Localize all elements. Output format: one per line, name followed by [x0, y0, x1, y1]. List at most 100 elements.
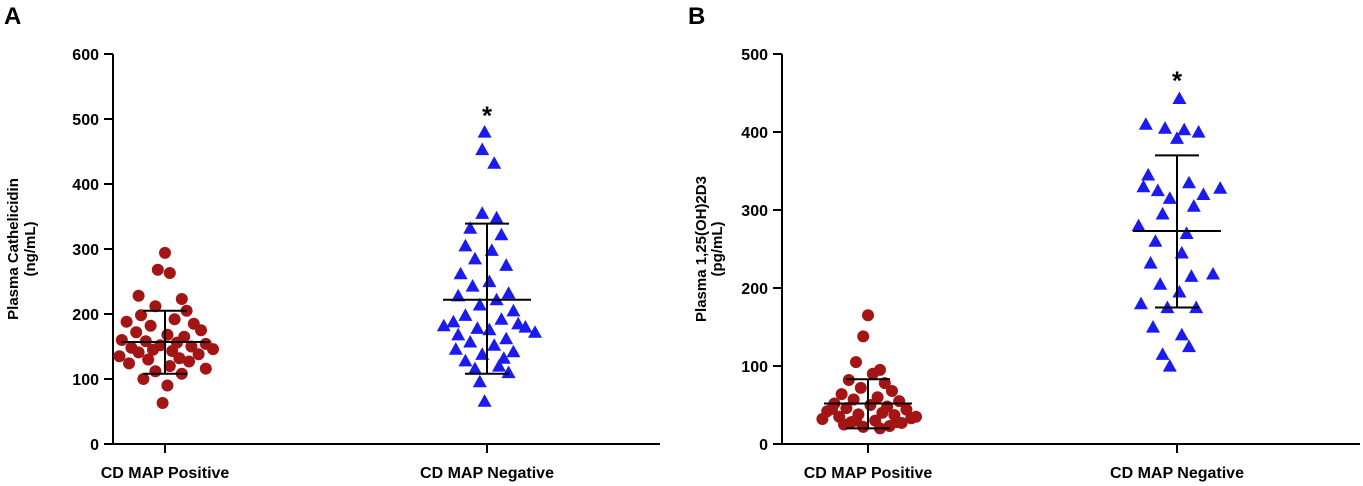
- data-point: [506, 344, 521, 358]
- data-point: [475, 347, 490, 360]
- data-point: [199, 362, 212, 375]
- y-axis-unit-label: (pg/mL): [709, 222, 726, 277]
- data-point: [123, 357, 135, 370]
- data-point: [207, 343, 219, 356]
- data-point: [458, 353, 473, 367]
- data-point: [494, 227, 509, 241]
- data-point: [113, 350, 126, 363]
- data-point: [501, 286, 516, 299]
- y-axis-label: Plasma Cathelicidin: [5, 178, 22, 320]
- data-point: [1158, 121, 1172, 134]
- data-point: [864, 399, 877, 411]
- data-point: [484, 243, 499, 256]
- data-point: [482, 322, 497, 336]
- data-point: [1146, 320, 1160, 333]
- y-tick-label: 300: [741, 203, 768, 220]
- data-point: [1138, 117, 1153, 130]
- data-point: [477, 394, 492, 407]
- data-point: [857, 330, 870, 343]
- data-point: [871, 391, 884, 404]
- x-tick-label: CD MAP Positive: [804, 465, 933, 482]
- data-point: [463, 334, 478, 348]
- data-point: [1155, 347, 1170, 360]
- data-point: [1184, 269, 1199, 282]
- data-point: [451, 327, 466, 341]
- data-point: [458, 308, 473, 321]
- data-point: [1170, 131, 1184, 144]
- y-tick-label: 0: [90, 437, 99, 454]
- x-tick-label: CD MAP Negative: [420, 465, 554, 482]
- data-point: [487, 338, 502, 351]
- data-point: [489, 210, 504, 224]
- data-point: [195, 324, 207, 337]
- y-axis-label: Plasma 1,25(OH)2D3: [693, 176, 710, 322]
- x-tick-label: CD MAP Negative: [1110, 465, 1244, 482]
- data-point: [468, 361, 482, 375]
- data-point: [446, 314, 461, 328]
- data-point: [866, 367, 879, 380]
- data-point: [453, 266, 468, 280]
- y-tick-label: 600: [72, 47, 99, 64]
- data-point: [850, 414, 862, 427]
- data-point: [175, 293, 188, 306]
- series-cd-map-positive: [816, 309, 922, 435]
- data-point: [1191, 125, 1206, 138]
- chart-panel-a: A 0 100 200 300 400 500 600 Plasma Cathelicidin(…: [4, 3, 660, 482]
- data-point: [149, 365, 162, 378]
- series-cd-map-negative: [436, 125, 542, 407]
- y-tick-label: 200: [72, 307, 99, 324]
- y-tick-label: 200: [741, 281, 768, 298]
- y-tick-label: 300: [72, 242, 99, 259]
- data-point: [492, 359, 506, 372]
- data-point: [463, 221, 478, 234]
- data-point: [1141, 167, 1156, 181]
- y-tick-label: 0: [759, 437, 768, 454]
- data-point: [115, 334, 128, 346]
- data-point: [149, 300, 162, 313]
- data-point: [1136, 179, 1151, 193]
- data-point: [458, 238, 473, 252]
- data-point: [161, 379, 174, 392]
- data-point: [1186, 199, 1201, 212]
- y-tick-label: 400: [741, 125, 768, 142]
- data-point: [163, 360, 176, 372]
- data-point: [168, 313, 181, 326]
- data-point: [886, 384, 898, 397]
- data-point: [854, 381, 867, 394]
- data-point: [436, 318, 451, 332]
- data-point: [499, 258, 514, 271]
- data-point: [448, 342, 463, 355]
- data-point: [850, 356, 862, 369]
- data-point: [1206, 266, 1220, 280]
- data-point: [472, 374, 487, 388]
- data-point: [1134, 296, 1148, 310]
- data-point: [183, 355, 195, 368]
- y-tick-label: 500: [741, 47, 768, 64]
- y-tick-label: 100: [741, 359, 768, 376]
- data-point: [1172, 91, 1187, 105]
- data-point: [137, 373, 150, 385]
- data-point: [496, 351, 511, 364]
- y-tick-label: 400: [72, 177, 99, 194]
- data-point: [890, 416, 903, 429]
- data-point: [159, 246, 171, 259]
- data-point: [1179, 226, 1194, 239]
- data-point: [1131, 218, 1146, 232]
- data-point: [1155, 206, 1170, 220]
- data-point: [499, 331, 514, 345]
- data-point: [451, 288, 466, 302]
- data-point: [151, 263, 164, 276]
- data-point: [1172, 284, 1187, 298]
- significance-marker: *: [1172, 65, 1183, 95]
- data-point: [147, 343, 159, 356]
- data-point: [506, 303, 521, 317]
- data-point: [1182, 175, 1196, 189]
- data-point: [1162, 359, 1177, 372]
- data-point: [1174, 245, 1189, 259]
- data-point: [156, 397, 169, 410]
- y-tick-label: 100: [72, 372, 99, 389]
- data-point: [472, 297, 487, 311]
- y-tick-label: 500: [72, 112, 99, 129]
- data-point: [1182, 339, 1196, 353]
